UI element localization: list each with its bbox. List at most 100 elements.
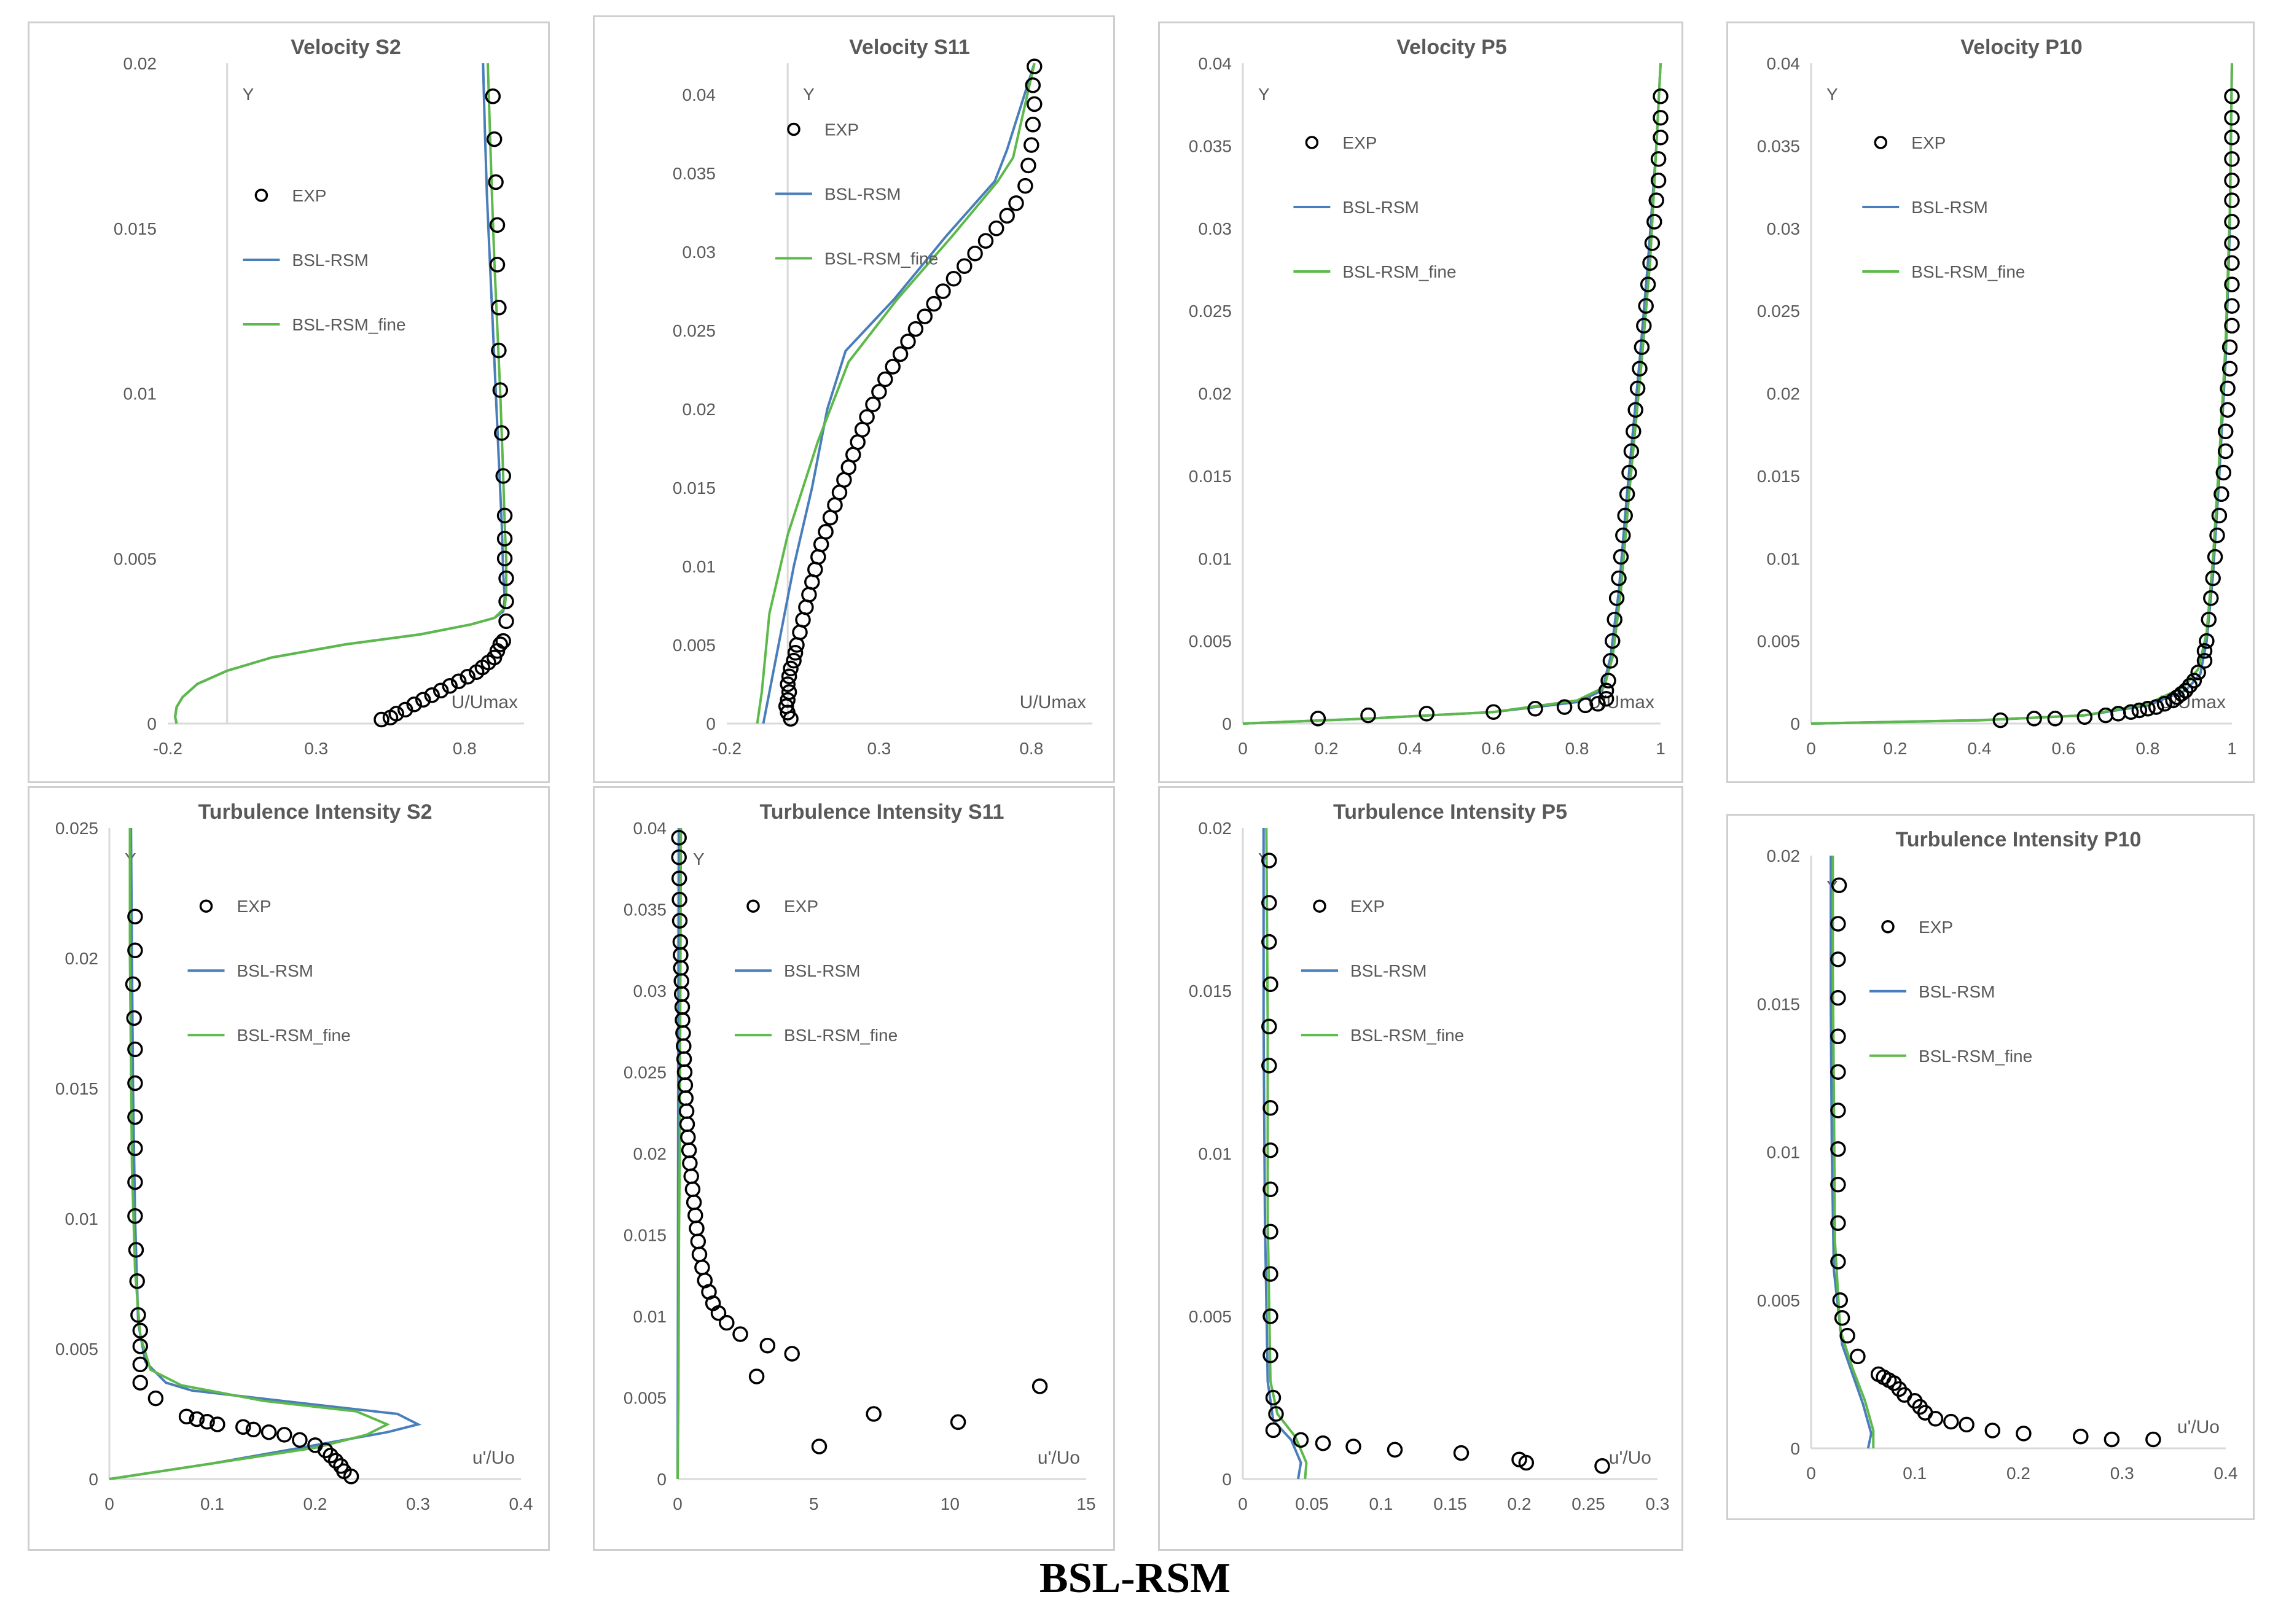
exp-point: [450, 673, 467, 689]
y-axis-label: Y: [1826, 85, 1838, 104]
y-tick-label: 0.01: [1199, 549, 1232, 568]
y-tick-label: 0.015: [1757, 994, 1800, 1013]
exp-point: [1632, 361, 1648, 377]
exp-point: [1453, 1445, 1470, 1461]
y-tick-label: 0.015: [1757, 467, 1800, 486]
x-tick-label: 0: [1238, 1494, 1248, 1513]
exp-point: [2217, 423, 2234, 440]
exp-point: [1646, 214, 1662, 230]
exp-point: [209, 1416, 225, 1432]
exp-point: [132, 1338, 149, 1354]
chart-svg: Turbulence Intensity P10 0 0.1 0.2 0.3 0.4 0 0.…: [1757, 828, 2238, 1483]
exp-point: [2221, 361, 2238, 377]
exp-point: [1031, 1378, 1048, 1394]
legend-fine-label: BSL-RSM_fine: [1350, 1026, 1464, 1045]
chart-svg: Turbulence Intensity P5 0 0.05 0.1 0.15 0.2 0.…: [1189, 800, 1670, 1513]
exp-point: [260, 1424, 277, 1440]
series-line-bsl-rsm: [109, 827, 422, 1480]
exp-point: [1653, 109, 1669, 126]
y-tick-label: 0.02: [633, 1144, 667, 1163]
y-tick-label: 0.03: [683, 243, 716, 262]
exp-point: [2177, 682, 2194, 699]
exp-point: [2224, 130, 2240, 146]
exp-point: [686, 1194, 702, 1211]
exp-point: [865, 396, 881, 413]
exp-point: [460, 668, 476, 685]
x-axis-label: U/Umax: [1588, 692, 1654, 712]
exp-point: [1594, 1458, 1610, 1474]
exp-point: [126, 1010, 142, 1026]
exp-point: [907, 321, 924, 337]
exp-point: [783, 660, 799, 677]
exp-point: [1419, 706, 1434, 722]
y-tick-label: 0.015: [1189, 467, 1232, 486]
exp-point: [988, 221, 1004, 236]
exp-point: [1607, 611, 1622, 628]
x-axis-label: U/Umax: [452, 692, 518, 712]
chart-panel-2: Velocity S11 -0.2 0.3 0.8 0 0.005 0.01 0.015 0.0…: [593, 15, 1115, 783]
exp-point: [2220, 402, 2236, 418]
chart-title: Turbulence Intensity P5: [1333, 800, 1567, 824]
x-axis-label: u'/Uo: [2177, 1417, 2220, 1437]
exp-point: [2174, 685, 2190, 702]
exp-point: [1611, 570, 1627, 587]
exp-point: [415, 692, 431, 708]
y-tick-label: 0.01: [65, 1209, 99, 1228]
series-line-bsl-rsm: [1262, 828, 1302, 1480]
exp-point: [292, 1432, 308, 1448]
x-tick-label: 0.6: [1482, 739, 1506, 758]
legend-fine-label: BSL-RSM_fine: [824, 249, 938, 268]
chart-title: Turbulence Intensity S11: [759, 800, 1004, 824]
exp-point: [245, 1421, 262, 1438]
exp-point: [374, 711, 389, 728]
y-tick-label: 0.035: [624, 900, 667, 919]
y-tick-label: 0.01: [1767, 1143, 1801, 1162]
exp-point: [495, 468, 511, 484]
exp-point: [854, 421, 871, 438]
exp-point: [2047, 711, 2064, 727]
exp-point: [1830, 1176, 1846, 1193]
exp-point: [1590, 696, 1606, 712]
legend-bsl-label: BSL-RSM: [784, 961, 860, 980]
exp-point: [496, 531, 513, 547]
y-tick-label: 0.035: [673, 164, 716, 183]
exp-point: [486, 131, 503, 147]
exp-point: [1650, 151, 1667, 167]
exp-point: [1623, 443, 1640, 459]
exp-point: [127, 1174, 143, 1190]
y-tick-label: 0.005: [624, 1389, 667, 1408]
exp-point: [2224, 173, 2240, 189]
series-line-bsl-rsm-fine: [174, 63, 507, 724]
legend-fine-label: BSL-RSM_fine: [292, 315, 405, 334]
exp-point: [498, 613, 514, 630]
exp-point: [498, 593, 514, 609]
exp-point: [1984, 1423, 2001, 1439]
exp-point: [1653, 88, 1669, 104]
chart-svg: Velocity P5 0 0.2 0.4 0.6 0.8 1 0 0.005 0.01 0.015…: [1189, 36, 1669, 758]
exp-point: [125, 976, 141, 993]
exp-point: [2224, 214, 2240, 230]
exp-point: [689, 1220, 705, 1236]
y-tick-label: 0.01: [1199, 1144, 1232, 1163]
exp-point: [2224, 318, 2240, 334]
exp-point: [127, 1075, 143, 1091]
exp-point: [496, 507, 513, 524]
exp-point: [810, 548, 826, 565]
exp-point: [798, 599, 814, 615]
exp-point: [1830, 1028, 1846, 1045]
exp-point: [679, 1116, 695, 1133]
x-tick-label: 0: [1806, 1464, 1816, 1483]
exp-point: [885, 359, 901, 375]
exp-point: [813, 536, 829, 552]
series-line-bsl-rsm: [1830, 856, 1873, 1449]
exp-point: [786, 652, 802, 669]
exp-point: [877, 371, 893, 388]
exp-point: [2123, 704, 2139, 720]
y-tick-label: 0.03: [1767, 219, 1801, 238]
exp-point: [1629, 380, 1646, 397]
y-tick-label: 0.04: [1767, 54, 1801, 73]
exp-point: [1831, 877, 1847, 894]
legend-exp-marker: [1305, 136, 1319, 149]
y-tick-label: 0.005: [1189, 632, 1232, 651]
chart-panel-5: Turbulence Intensity S2 0 0.1 0.2 0.3 0.4 0 0.0…: [28, 786, 550, 1551]
